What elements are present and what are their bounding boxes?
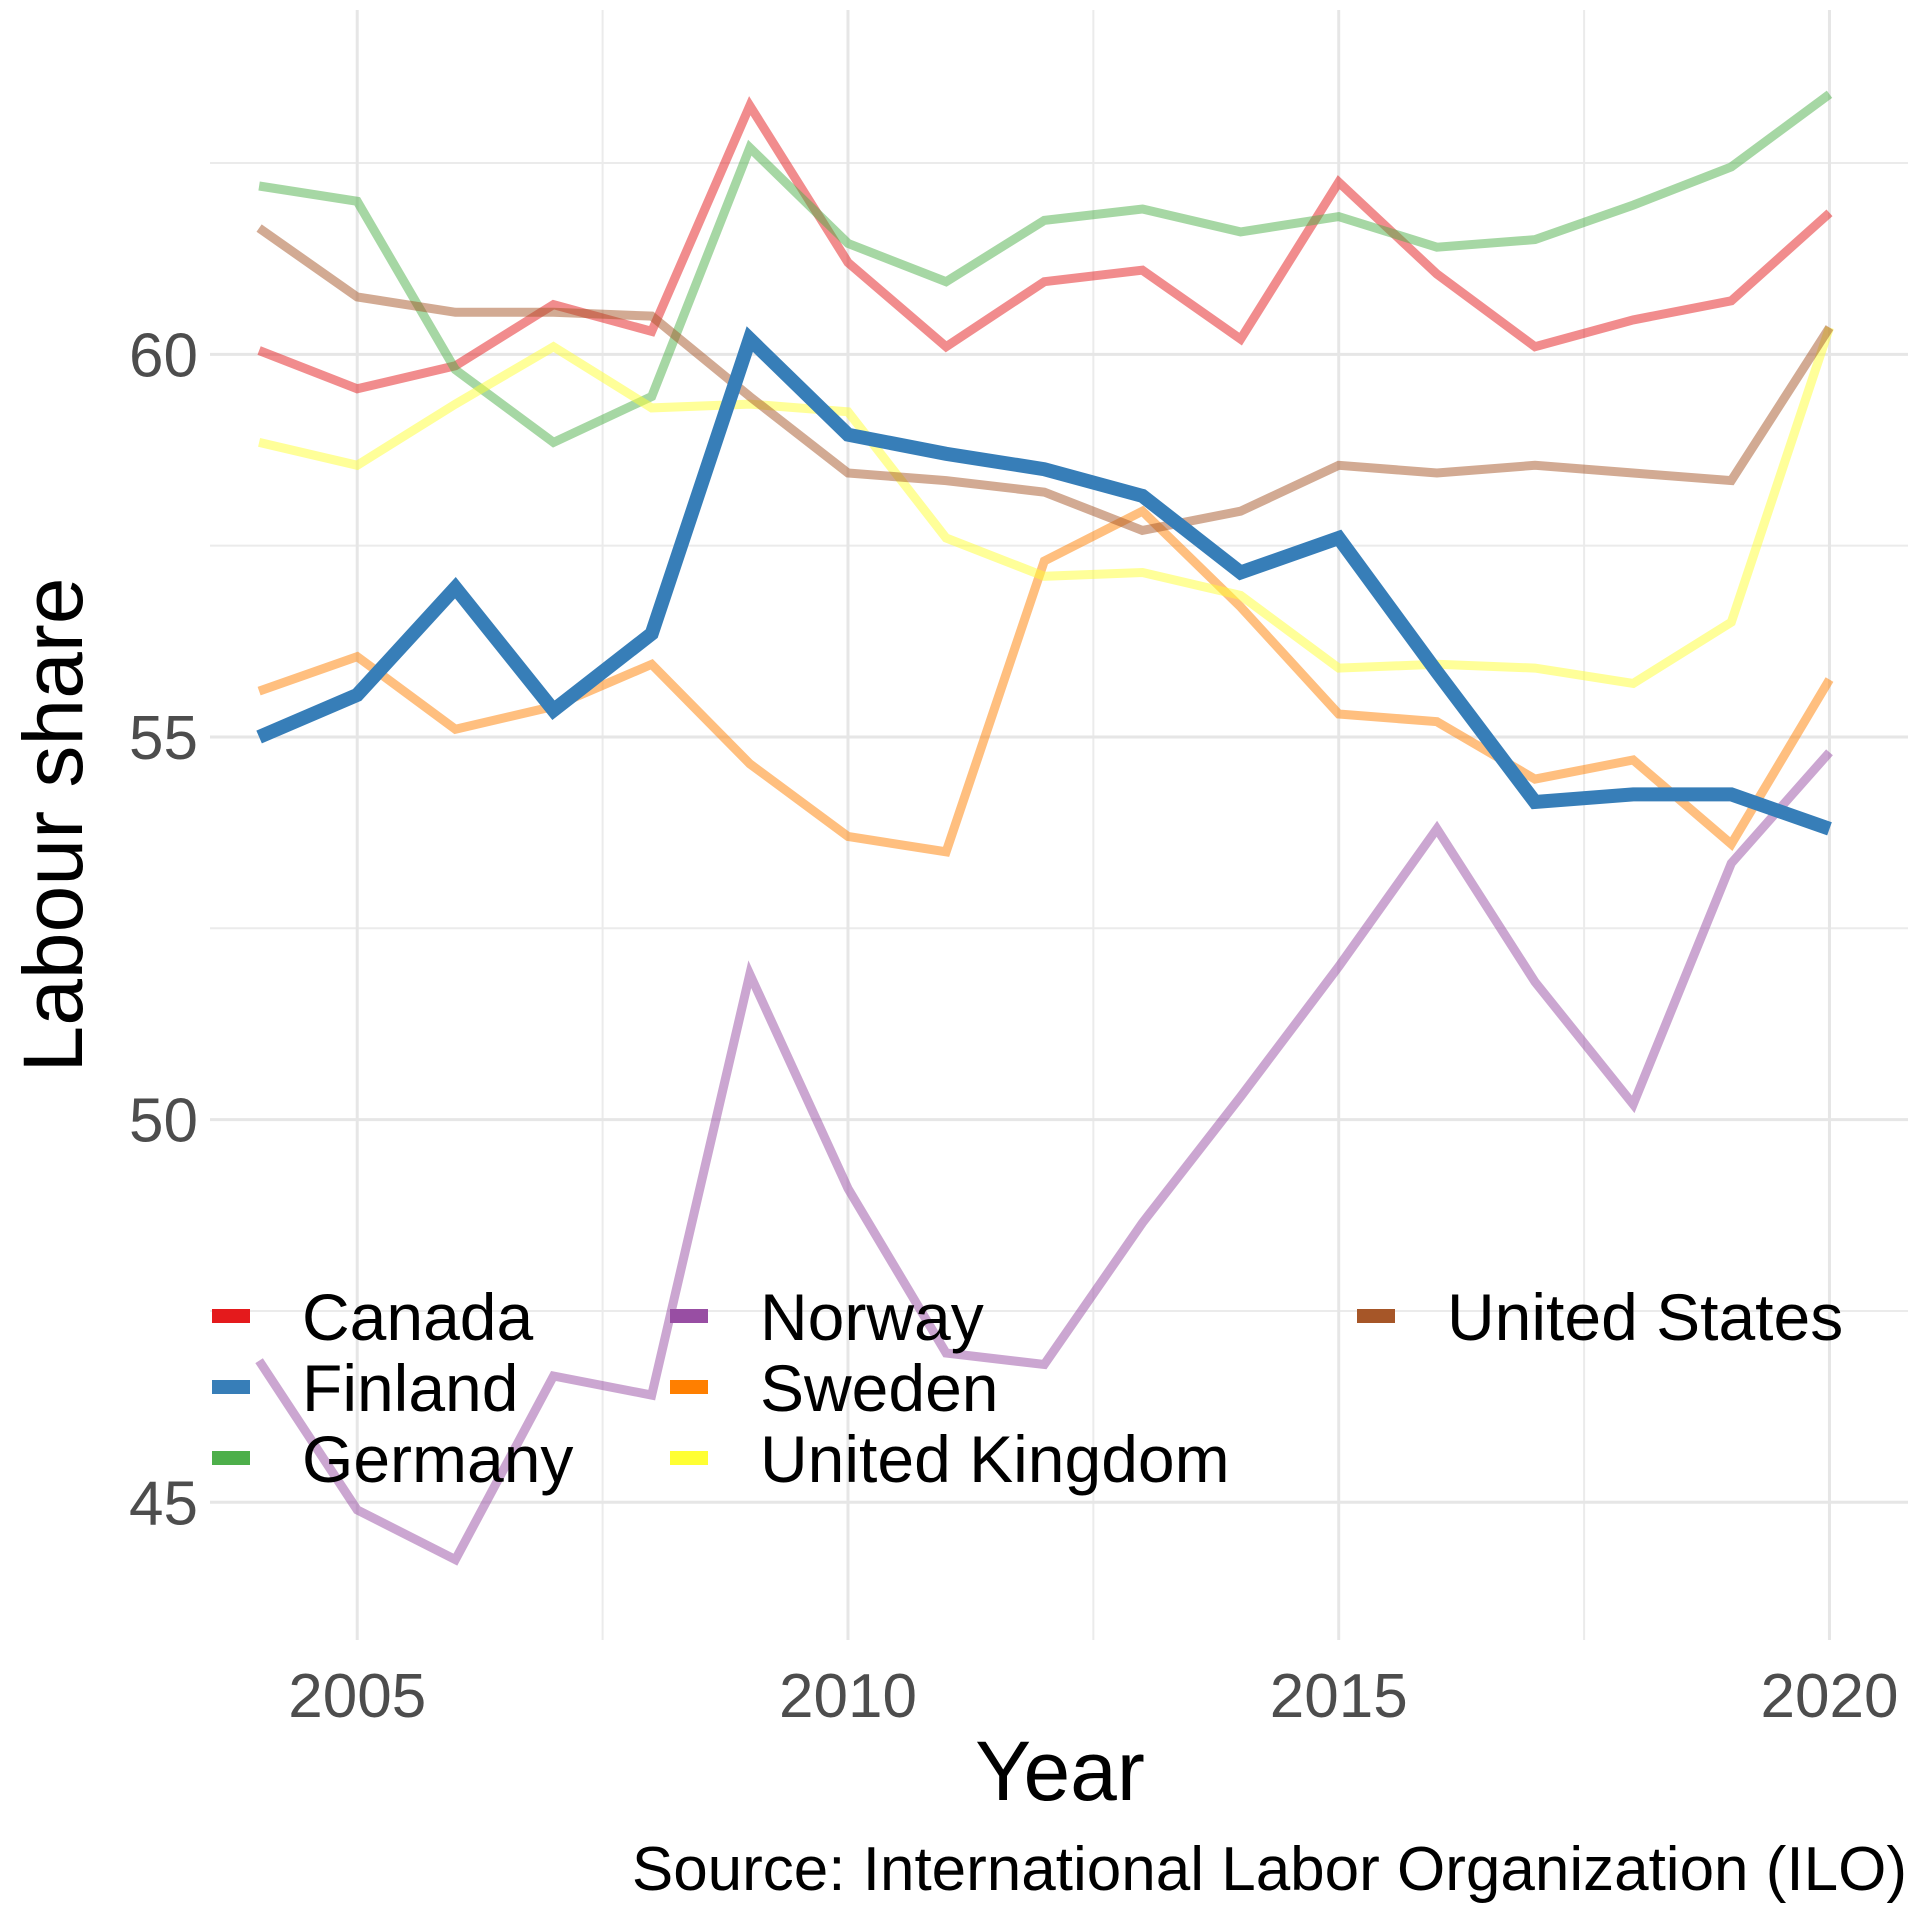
- series-line-united-kingdom: [258, 326, 1834, 689]
- series-line-canada: [257, 96, 1833, 394]
- y-tick-label: 55: [129, 704, 198, 773]
- x-tick-label: 2015: [1270, 1662, 1408, 1731]
- minor-gridlines: [210, 10, 1908, 1640]
- x-tick-label: 2020: [1761, 1662, 1899, 1731]
- legend-label-norway: Norway: [760, 1280, 984, 1354]
- series-line-sweden: [257, 505, 1834, 857]
- x-axis-ticks: 2005 2010 2015 2020: [288, 1662, 1898, 1731]
- y-axis-title: Labour share: [6, 577, 100, 1072]
- y-tick-label: 45: [129, 1469, 198, 1538]
- series-line-united-states: [256, 224, 1834, 536]
- legend-label-united-states: United States: [1447, 1280, 1843, 1354]
- x-tick-label: 2005: [288, 1662, 426, 1731]
- major-gridlines: [210, 10, 1908, 1640]
- y-tick-label: 50: [129, 1087, 198, 1156]
- y-axis-ticks: 45 50 55 60: [129, 321, 198, 1538]
- legend-label-canada: Canada: [302, 1280, 533, 1354]
- series-line-germany: [258, 90, 1833, 448]
- legend-label-finland: Finland: [302, 1351, 518, 1425]
- series-lines: [255, 90, 1834, 1566]
- series-line-norway: [255, 749, 1833, 1566]
- x-axis-title: Year: [975, 1724, 1145, 1818]
- legend-label-united-kingdom: United Kingdom: [760, 1422, 1230, 1496]
- legend-label-sweden: Sweden: [760, 1351, 999, 1425]
- series-line-finland: [256, 326, 1832, 836]
- source-caption: Source: International Labor Organization…: [632, 1835, 1907, 1904]
- y-tick-label: 60: [129, 321, 198, 390]
- x-tick-label: 2010: [779, 1662, 917, 1731]
- legend-label-germany: Germany: [302, 1422, 573, 1496]
